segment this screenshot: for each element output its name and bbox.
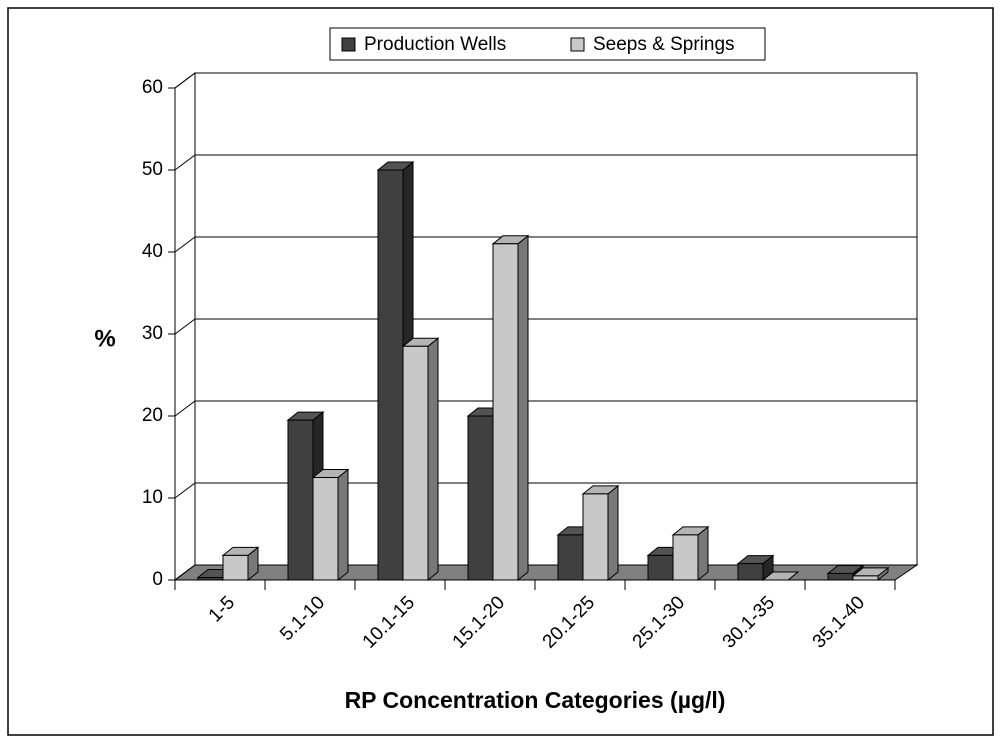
bar	[737, 563, 764, 581]
bar-side	[517, 234, 529, 582]
y-tick-label: 30	[142, 323, 163, 344]
grid-line-side	[174, 236, 196, 253]
grid-line-side	[174, 400, 196, 417]
y-tick-label: 10	[142, 487, 163, 508]
legend-swatch	[341, 37, 356, 52]
legend-box	[329, 27, 766, 61]
bar-top	[761, 571, 800, 581]
bar	[287, 419, 314, 581]
bar	[222, 554, 249, 581]
grid-line-side	[174, 72, 196, 89]
x-axis-title: RP Concentration Categories (µg/l)	[345, 687, 726, 713]
floor	[173, 564, 919, 581]
grid-line-side	[174, 564, 196, 581]
y-axis-title: %	[94, 325, 115, 352]
bar	[377, 169, 404, 581]
y-tick-label: 20	[142, 405, 163, 426]
bar	[312, 477, 339, 581]
bar-side	[697, 525, 709, 582]
y-tick-label: 50	[142, 159, 163, 180]
bar-side	[337, 468, 349, 582]
legend-label: Seeps & Springs	[593, 34, 735, 55]
legend-label: Production Wells	[364, 34, 506, 55]
grid-line-side	[174, 482, 196, 499]
bar	[557, 534, 584, 581]
bar	[647, 554, 674, 581]
grid-line-side	[174, 318, 196, 335]
grid-line-side	[174, 154, 196, 171]
bar	[467, 415, 494, 581]
y-tick-label: 40	[142, 241, 163, 262]
bar	[852, 575, 879, 581]
bar	[402, 345, 429, 581]
bar-side	[427, 337, 439, 582]
bar	[672, 534, 699, 581]
y-tick-label: 0	[152, 569, 163, 590]
y-tick-label: 60	[142, 77, 163, 98]
bar	[197, 577, 224, 581]
legend-swatch	[570, 37, 585, 52]
bar	[492, 243, 519, 581]
bar	[582, 493, 609, 581]
bar	[827, 572, 854, 581]
bar-side	[607, 484, 619, 582]
